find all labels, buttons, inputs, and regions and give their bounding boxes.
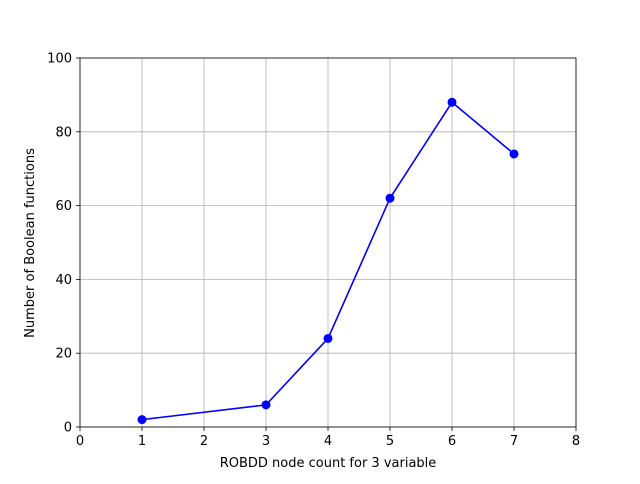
data-point — [261, 400, 271, 410]
data-point — [509, 149, 519, 159]
x-tick-label: 5 — [386, 434, 394, 449]
x-tick-label: 2 — [200, 434, 208, 449]
y-tick-label: 100 — [47, 52, 72, 67]
y-tick-label: 80 — [55, 125, 72, 140]
x-axis-label: ROBDD node count for 3 variable — [220, 456, 437, 471]
y-tick-label: 40 — [55, 273, 72, 288]
x-tick-label: 7 — [510, 434, 518, 449]
y-tick-label: 60 — [55, 199, 72, 214]
grid-layer — [79, 57, 577, 428]
data-point — [323, 333, 333, 343]
x-tick-label: 6 — [448, 434, 456, 449]
x-tick-label: 1 — [138, 434, 146, 449]
x-tick-label: 3 — [262, 434, 270, 449]
x-tick-label: 0 — [76, 434, 84, 449]
x-tick-label: 4 — [324, 434, 332, 449]
y-tick-label: 0 — [64, 421, 72, 436]
data-point — [137, 415, 147, 425]
data-point — [447, 97, 457, 107]
y-tick-label: 20 — [55, 347, 72, 362]
x-tick-label: 8 — [572, 434, 580, 449]
series-line — [141, 101, 515, 421]
data-point — [385, 193, 395, 203]
y-axis-label: Number of Boolean functions — [23, 148, 38, 338]
series-layer — [137, 97, 519, 425]
